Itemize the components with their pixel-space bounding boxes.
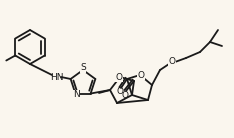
Text: O: O — [138, 71, 145, 79]
Text: O: O — [121, 91, 128, 99]
Text: HN: HN — [50, 74, 64, 83]
Text: S: S — [80, 63, 86, 72]
Text: O: O — [117, 87, 124, 96]
Text: O: O — [116, 72, 123, 82]
Text: N: N — [73, 90, 80, 99]
Text: O: O — [168, 58, 176, 67]
